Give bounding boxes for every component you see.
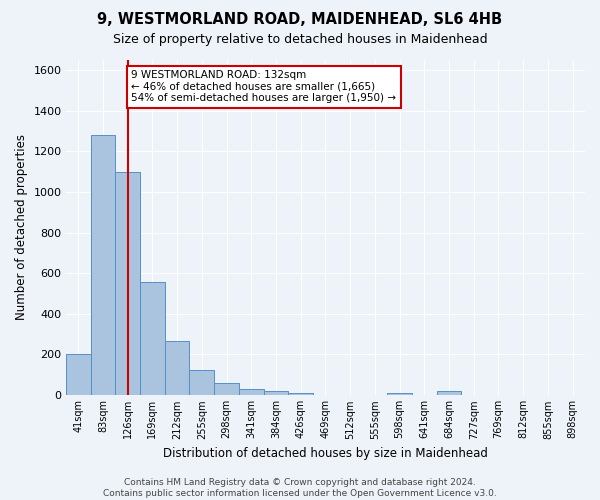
Bar: [437, 391, 461, 395]
X-axis label: Distribution of detached houses by size in Maidenhead: Distribution of detached houses by size …: [163, 447, 488, 460]
Bar: [239, 389, 263, 395]
Y-axis label: Number of detached properties: Number of detached properties: [15, 134, 28, 320]
Text: 9 WESTMORLAND ROAD: 132sqm
← 46% of detached houses are smaller (1,665)
54% of s: 9 WESTMORLAND ROAD: 132sqm ← 46% of deta…: [131, 70, 397, 103]
Text: Contains HM Land Registry data © Crown copyright and database right 2024.
Contai: Contains HM Land Registry data © Crown c…: [103, 478, 497, 498]
Bar: [115, 172, 140, 395]
Bar: [190, 370, 214, 395]
Bar: [165, 341, 190, 395]
Bar: [214, 383, 239, 395]
Bar: [66, 354, 91, 395]
Bar: [263, 391, 289, 395]
Text: 9, WESTMORLAND ROAD, MAIDENHEAD, SL6 4HB: 9, WESTMORLAND ROAD, MAIDENHEAD, SL6 4HB: [97, 12, 503, 28]
Text: Size of property relative to detached houses in Maidenhead: Size of property relative to detached ho…: [113, 32, 487, 46]
Bar: [289, 393, 313, 395]
Bar: [387, 393, 412, 395]
Bar: [91, 135, 115, 395]
Bar: [140, 282, 165, 395]
